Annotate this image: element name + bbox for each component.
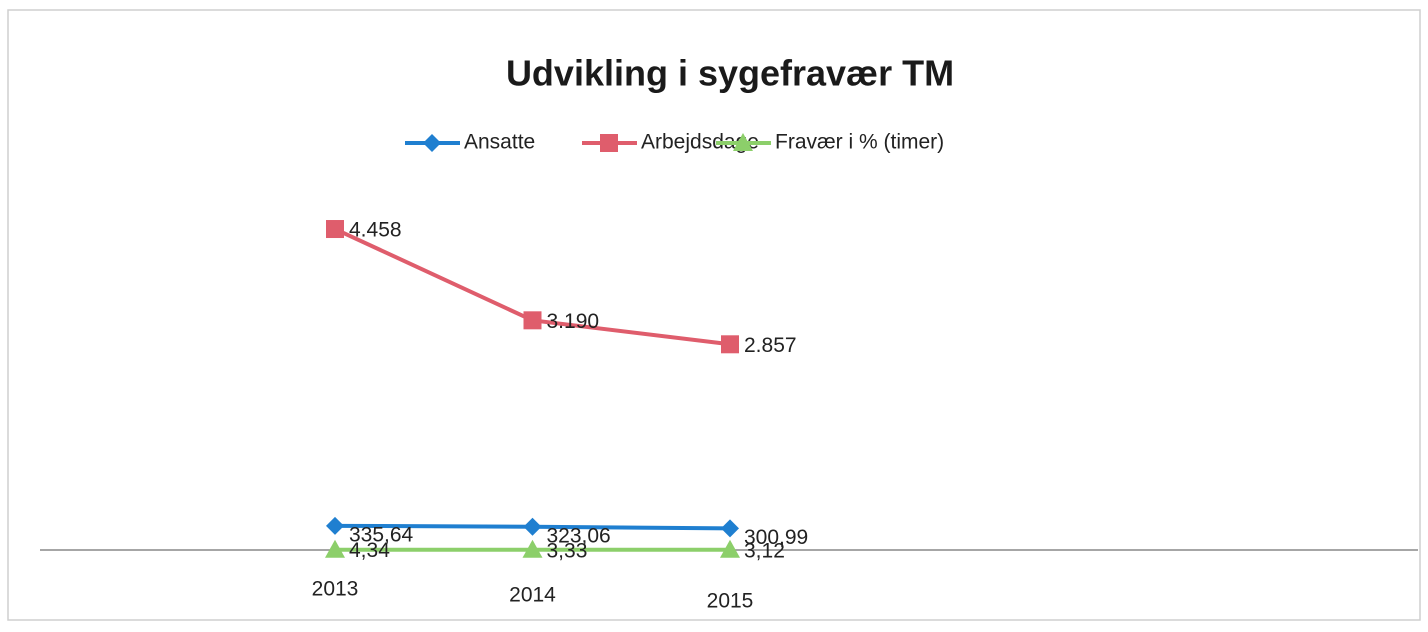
chart-frame xyxy=(7,9,1421,621)
legend-marker xyxy=(600,134,618,152)
data-label: 2.857 xyxy=(744,334,797,357)
data-point xyxy=(522,539,543,558)
data-point xyxy=(720,539,740,558)
legend-marker xyxy=(423,134,441,152)
data-point xyxy=(721,335,739,354)
data-label: 3,12 xyxy=(744,539,785,562)
data-label: 323,06 xyxy=(547,524,611,547)
legend-marker xyxy=(733,133,753,151)
data-label: 3.190 xyxy=(547,310,600,333)
data-label: 335,64 xyxy=(349,523,414,546)
data-point xyxy=(523,517,542,536)
data-point xyxy=(325,539,345,558)
x-tick-label: 2013 xyxy=(312,578,359,601)
legend-label: Fravær i % (timer) xyxy=(775,131,944,154)
x-tick-label: 2014 xyxy=(509,584,556,607)
x-tick-label: 2015 xyxy=(707,590,754,613)
data-point xyxy=(523,311,542,330)
legend-label: Ansatte xyxy=(464,131,535,154)
data-label: 300,99 xyxy=(744,526,808,549)
data-point xyxy=(326,220,344,239)
data-point xyxy=(326,516,344,535)
data-label: 4.458 xyxy=(349,219,402,242)
legend-label: Arbejdsdage xyxy=(641,131,759,154)
data-point xyxy=(721,519,739,538)
chart-title: Udvikling i sygefravær TM xyxy=(506,53,954,94)
data-label: 4,34 xyxy=(349,539,390,562)
data-label: 3,33 xyxy=(547,539,588,562)
